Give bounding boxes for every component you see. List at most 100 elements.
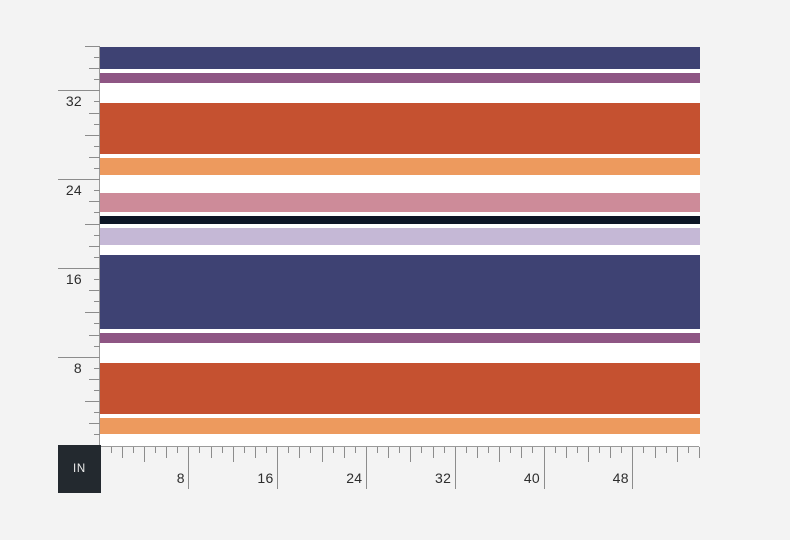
horizontal-ruler-tick <box>665 447 667 453</box>
stripe-midnight <box>100 216 700 224</box>
vertical-ruler-baseline <box>99 46 100 447</box>
horizontal-ruler-tick <box>365 447 367 489</box>
horizontal-ruler-tick <box>110 447 112 453</box>
vertical-ruler-tick <box>89 156 100 158</box>
stripe-pattern-swatch <box>100 47 700 446</box>
horizontal-ruler-tick <box>166 447 168 458</box>
stripe-orange <box>100 158 700 175</box>
vertical-ruler-tick <box>94 190 100 192</box>
stripe-white <box>100 414 700 418</box>
stripe-navy <box>100 255 700 329</box>
horizontal-ruler-tick <box>155 447 156 453</box>
horizontal-ruler-tick <box>543 447 545 489</box>
horizontal-ruler-tick <box>587 447 589 462</box>
vertical-ruler-tick <box>94 367 100 369</box>
horizontal-ruler-tick <box>288 447 290 453</box>
horizontal-ruler-tick <box>132 447 134 453</box>
vertical-ruler-label: 8 <box>73 359 82 376</box>
stripe-plum <box>100 73 700 83</box>
horizontal-ruler-tick <box>232 447 234 462</box>
vertical-ruler-tick <box>94 323 100 325</box>
horizontal-ruler-label: 8 <box>176 469 185 486</box>
vertical-ruler-tick <box>89 245 100 247</box>
horizontal-ruler-tick <box>521 447 523 458</box>
horizontal-ruler-tick <box>654 447 656 458</box>
stripe-white <box>100 329 700 333</box>
horizontal-ruler-tick <box>465 447 467 453</box>
horizontal-ruler-tick <box>676 447 678 462</box>
horizontal-ruler-tick <box>177 447 179 453</box>
vertical-ruler-tick <box>94 79 100 81</box>
vertical-ruler-tick <box>94 123 100 125</box>
vertical-ruler-tick <box>89 201 100 203</box>
vertical-ruler-label: 16 <box>65 270 82 287</box>
vertical-ruler-tick <box>94 345 100 347</box>
vertical-ruler-tick <box>94 168 100 169</box>
horizontal-ruler-tick <box>554 447 556 453</box>
horizontal-ruler-tick <box>599 447 600 453</box>
horizontal-ruler-tick <box>399 447 401 453</box>
horizontal-ruler-tick <box>188 447 190 489</box>
horizontal-ruler-tick <box>488 447 489 453</box>
vertical-ruler-tick <box>89 68 100 70</box>
stripe-plum <box>100 333 700 343</box>
stripe-terracotta <box>100 103 700 154</box>
unit-indicator[interactable]: IN <box>58 445 101 493</box>
stripe-terracotta <box>100 363 700 414</box>
horizontal-ruler-tick <box>576 447 578 453</box>
horizontal-ruler-tick <box>687 447 689 453</box>
horizontal-ruler-tick <box>432 447 434 458</box>
vertical-ruler-tick <box>85 312 100 314</box>
unit-indicator-label: IN <box>72 463 87 475</box>
horizontal-ruler-tick <box>343 447 345 458</box>
horizontal-ruler-tick <box>698 447 700 458</box>
horizontal-ruler-tick <box>210 447 212 458</box>
vertical-ruler-tick <box>89 334 100 336</box>
horizontal-ruler-tick <box>532 447 534 453</box>
vertical-ruler-label: 32 <box>65 93 82 110</box>
vertical-ruler-tick <box>94 101 100 103</box>
stripe-white <box>100 434 700 446</box>
vertical-ruler-tick <box>85 134 100 136</box>
horizontal-ruler-tick <box>443 447 445 453</box>
vertical-ruler-tick <box>94 279 100 280</box>
vertical-ruler-tick <box>94 212 100 214</box>
vertical-ruler-tick <box>58 356 100 358</box>
horizontal-ruler-tick <box>377 447 378 453</box>
vertical-ruler-tick <box>58 179 100 181</box>
horizontal-ruler-tick <box>143 447 145 462</box>
stripe-navy <box>100 47 700 69</box>
horizontal-ruler-tick <box>199 447 201 453</box>
stripe-white <box>100 224 700 228</box>
stripe-white <box>100 154 700 158</box>
horizontal-ruler-label: 16 <box>257 469 274 486</box>
vertical-ruler-tick <box>94 256 100 258</box>
vertical-ruler-tick <box>85 401 100 403</box>
horizontal-ruler-tick <box>610 447 612 458</box>
vertical-ruler-tick <box>94 390 100 391</box>
horizontal-ruler-tick <box>277 447 279 489</box>
vertical-ruler-tick <box>58 267 100 269</box>
horizontal-ruler-tick <box>454 447 456 489</box>
horizontal-ruler-baseline <box>99 446 700 447</box>
horizontal-ruler-tick <box>510 447 512 453</box>
horizontal-ruler-tick <box>643 447 645 453</box>
horizontal-ruler-tick <box>332 447 334 453</box>
horizontal-ruler-label: 40 <box>523 469 540 486</box>
horizontal-ruler-tick <box>299 447 301 458</box>
stripe-white <box>100 175 700 193</box>
horizontal-ruler-tick <box>499 447 501 462</box>
horizontal-ruler-tick <box>565 447 567 458</box>
horizontal-ruler-tick <box>321 447 323 462</box>
vertical-ruler-tick <box>94 301 100 303</box>
horizontal-ruler-tick <box>221 447 223 453</box>
vertical-ruler-label: 24 <box>65 182 82 199</box>
vertical-ruler-tick <box>58 90 100 92</box>
vertical-ruler-tick <box>89 290 100 292</box>
horizontal-ruler-tick <box>266 447 267 453</box>
stripe-white <box>100 69 700 73</box>
horizontal-ruler-tick <box>410 447 412 462</box>
stripe-white <box>100 245 700 255</box>
horizontal-ruler-label: 32 <box>435 469 452 486</box>
